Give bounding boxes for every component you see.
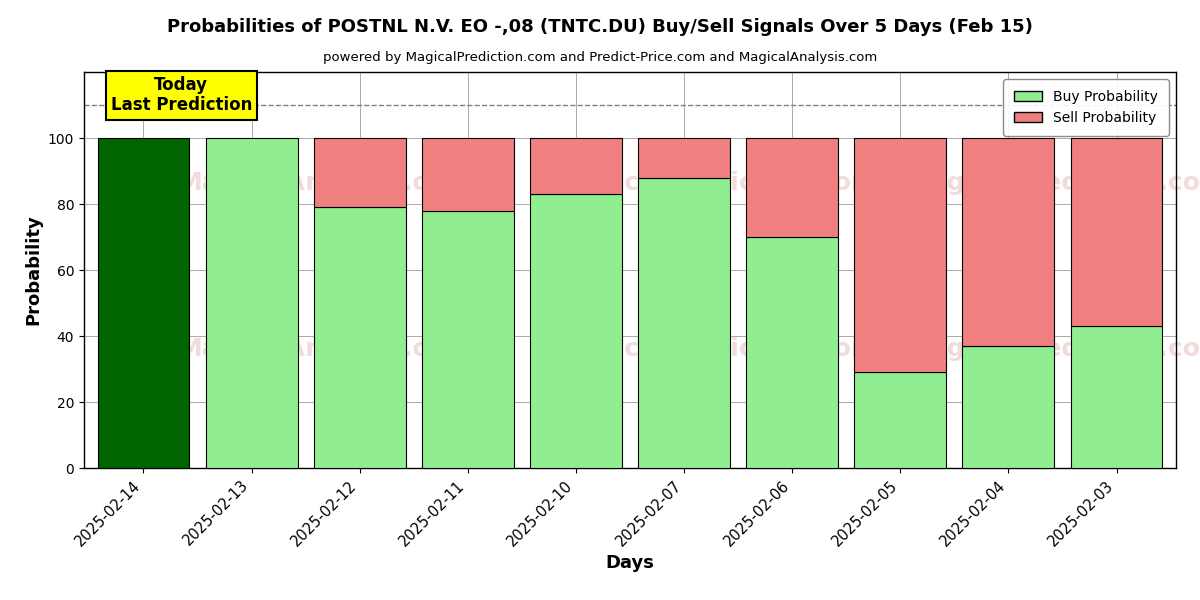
Bar — [962, 346, 1055, 468]
Bar — [422, 211, 514, 468]
Bar — [746, 237, 838, 468]
X-axis label: Days: Days — [606, 554, 654, 572]
Text: MagicalAnalysis.com: MagicalAnalysis.com — [178, 171, 472, 195]
Bar — [205, 138, 298, 468]
Bar — [313, 208, 406, 468]
Legend: Buy Probability, Sell Probability: Buy Probability, Sell Probability — [1003, 79, 1169, 136]
Bar — [530, 194, 622, 468]
Bar — [97, 138, 190, 468]
Bar — [422, 138, 514, 211]
Bar — [854, 138, 947, 372]
Bar — [1070, 138, 1163, 326]
Bar — [313, 138, 406, 208]
Text: MagicalPrediction.com: MagicalPrediction.com — [906, 171, 1200, 195]
Bar — [1070, 326, 1163, 468]
Text: MagicalAnalysis.com: MagicalAnalysis.com — [178, 337, 472, 361]
Bar — [746, 138, 838, 237]
Bar — [854, 372, 947, 468]
Text: Probabilities of POSTNL N.V. EO -,08 (TNTC.DU) Buy/Sell Signals Over 5 Days (Feb: Probabilities of POSTNL N.V. EO -,08 (TN… — [167, 18, 1033, 36]
Bar — [638, 178, 730, 468]
Text: MagicalPrediction.com: MagicalPrediction.com — [906, 337, 1200, 361]
Text: MagicalPrediction.com: MagicalPrediction.com — [557, 337, 878, 361]
Text: Today
Last Prediction: Today Last Prediction — [110, 76, 252, 115]
Bar — [638, 138, 730, 178]
Y-axis label: Probability: Probability — [24, 215, 42, 325]
Text: MagicalPrediction.com: MagicalPrediction.com — [557, 171, 878, 195]
Bar — [530, 138, 622, 194]
Text: powered by MagicalPrediction.com and Predict-Price.com and MagicalAnalysis.com: powered by MagicalPrediction.com and Pre… — [323, 51, 877, 64]
Bar — [962, 138, 1055, 346]
